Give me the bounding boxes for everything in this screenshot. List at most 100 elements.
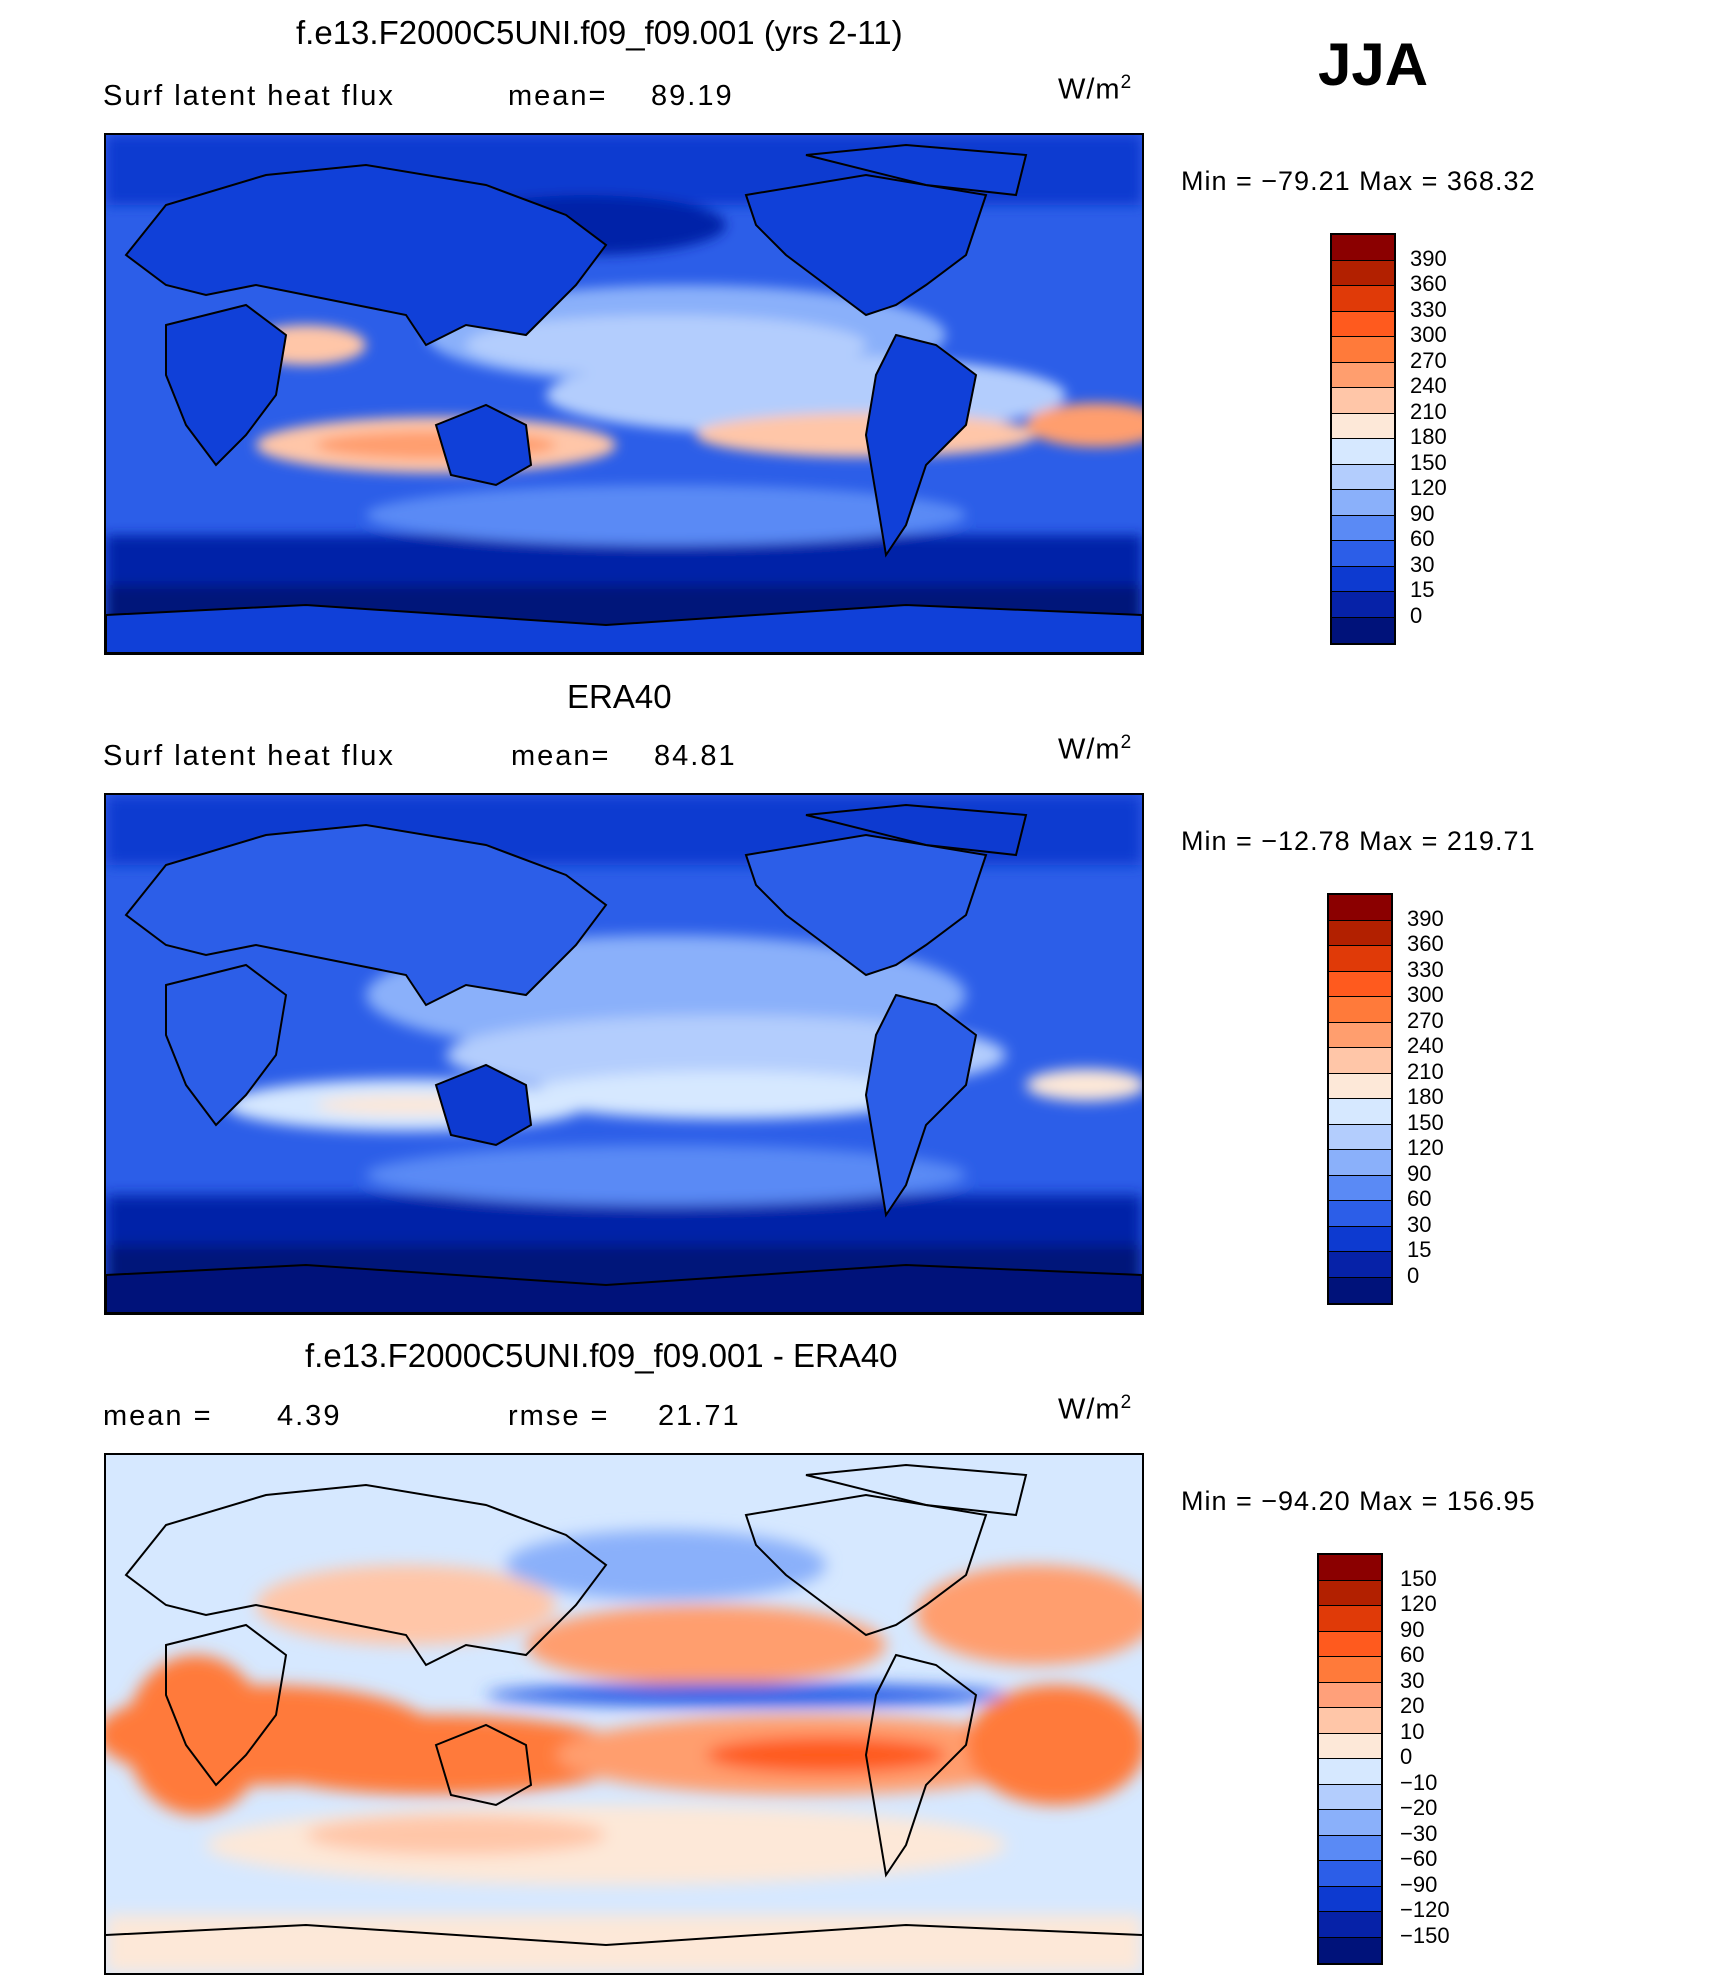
- colorbar-swatch: [1319, 1733, 1381, 1759]
- panel-3-colorbar: [1317, 1553, 1383, 1965]
- colorbar-tick-label: 150: [1400, 1565, 1437, 1591]
- colorbar-swatch: [1329, 1226, 1391, 1252]
- colorbar-swatch: [1329, 1252, 1391, 1278]
- colorbar-swatch: [1332, 235, 1394, 261]
- colorbar-swatch: [1329, 895, 1391, 921]
- panel-2-title: ERA40: [567, 678, 672, 715]
- colorbar-swatch: [1319, 1784, 1381, 1810]
- colorbar-swatch: [1329, 920, 1391, 946]
- panel-3-minmax: Min = −94.20 Max = 156.95: [1181, 1486, 1536, 1516]
- colorbar-swatch: [1329, 1022, 1391, 1048]
- colorbar-tick-label: 120: [1407, 1135, 1444, 1160]
- colorbar-tick-label: 20: [1400, 1693, 1425, 1718]
- panel-1-map: [104, 133, 1144, 655]
- panel-2-minmax: Min = −12.78 Max = 219.71: [1181, 826, 1536, 856]
- colorbar-swatch: [1332, 617, 1394, 643]
- colorbar-tick-label: 120: [1400, 1591, 1437, 1616]
- panel-2-colorbar: [1327, 893, 1393, 1305]
- panel-1-mean-label: mean=: [508, 80, 608, 112]
- colorbar-swatch: [1332, 439, 1394, 465]
- colorbar-swatch: [1332, 490, 1394, 516]
- colorbar-swatch: [1329, 1048, 1391, 1074]
- colorbar-tick-label: 90: [1400, 1616, 1425, 1642]
- colorbar-swatch: [1329, 1073, 1391, 1099]
- colorbar-swatch: [1319, 1937, 1381, 1963]
- colorbar-swatch: [1332, 541, 1394, 567]
- colorbar-tick-label: 210: [1410, 398, 1447, 424]
- colorbar-swatch: [1319, 1759, 1381, 1785]
- colorbar-tick-label: 0: [1407, 1262, 1420, 1288]
- colorbar-tick-label: 60: [1400, 1642, 1425, 1667]
- colorbar-swatch: [1329, 1150, 1391, 1176]
- colorbar-swatch: [1319, 1606, 1381, 1632]
- colorbar-swatch: [1332, 388, 1394, 414]
- colorbar-tick-label: 10: [1400, 1718, 1425, 1744]
- panel-2-mean-value: 84.81: [654, 740, 737, 772]
- colorbar-swatch: [1329, 997, 1391, 1023]
- colorbar-tick-label: 300: [1410, 322, 1447, 347]
- colorbar-tick-label: 330: [1407, 956, 1444, 982]
- colorbar-swatch: [1332, 515, 1394, 541]
- colorbar-swatch: [1319, 1810, 1381, 1836]
- panel-3-mean-label: mean =: [103, 1400, 213, 1432]
- colorbar-tick-label: 270: [1407, 1007, 1444, 1033]
- colorbar-swatch: [1332, 311, 1394, 337]
- colorbar-tick-label: 390: [1407, 905, 1444, 931]
- panel-2-map: [104, 793, 1144, 1315]
- colorbar-swatch: [1319, 1682, 1381, 1708]
- colorbar-swatch: [1319, 1580, 1381, 1606]
- colorbar-tick-label: 90: [1407, 1160, 1432, 1186]
- panel-1-minmax: Min = −79.21 Max = 368.32: [1181, 166, 1536, 196]
- colorbar-tick-label: 180: [1410, 424, 1447, 449]
- colorbar-swatch: [1319, 1912, 1381, 1938]
- colorbar-swatch: [1319, 1555, 1381, 1581]
- colorbar-tick-label: 150: [1407, 1109, 1444, 1135]
- panel-1-units: W/m2: [1058, 72, 1133, 106]
- panel-1-mean-value: 89.19: [651, 80, 734, 112]
- colorbar-tick-label: 30: [1407, 1211, 1432, 1237]
- colorbar-swatch: [1329, 1099, 1391, 1125]
- colorbar-tick-label: 30: [1400, 1667, 1425, 1693]
- colorbar-swatch: [1319, 1631, 1381, 1657]
- colorbar-tick-label: −150: [1400, 1922, 1450, 1948]
- colorbar-tick-label: −20: [1400, 1795, 1438, 1820]
- colorbar-swatch: [1329, 946, 1391, 972]
- colorbar-swatch: [1319, 1861, 1381, 1887]
- colorbar-swatch: [1319, 1886, 1381, 1912]
- colorbar-tick-label: 390: [1410, 245, 1447, 271]
- colorbar-tick-label: −10: [1400, 1769, 1438, 1795]
- panel-3-units: W/m2: [1058, 1392, 1133, 1426]
- colorbar-swatch: [1329, 971, 1391, 997]
- colorbar-swatch: [1319, 1657, 1381, 1683]
- colorbar-swatch: [1332, 566, 1394, 592]
- colorbar-tick-label: 150: [1410, 449, 1447, 475]
- colorbar-swatch: [1332, 413, 1394, 439]
- colorbar-tick-label: 240: [1410, 373, 1447, 398]
- colorbar-tick-label: 270: [1410, 347, 1447, 373]
- colorbar-tick-label: −90: [1400, 1871, 1438, 1897]
- colorbar-tick-label: 180: [1407, 1084, 1444, 1109]
- colorbar-tick-label: 90: [1410, 500, 1435, 526]
- panel-3-rmse-value: 21.71: [658, 1400, 741, 1432]
- colorbar-tick-label: 0: [1400, 1744, 1413, 1769]
- colorbar-swatch: [1332, 337, 1394, 363]
- colorbar-swatch: [1332, 260, 1394, 286]
- panel-2-variable-label: Surf latent heat flux: [103, 740, 395, 772]
- panel-1-colorbar: [1330, 233, 1396, 645]
- colorbar-tick-label: 210: [1407, 1058, 1444, 1084]
- colorbar-tick-label: −120: [1400, 1897, 1450, 1922]
- colorbar-tick-label: 15: [1407, 1237, 1432, 1262]
- colorbar-swatch: [1332, 362, 1394, 388]
- colorbar-tick-label: 60: [1410, 526, 1435, 551]
- panel-2-units: W/m2: [1058, 732, 1133, 766]
- colorbar-swatch: [1329, 1124, 1391, 1150]
- colorbar-tick-label: −30: [1400, 1820, 1438, 1846]
- panel-3-title: f.e13.F2000C5UNI.f09_f09.001 - ERA40: [305, 1337, 898, 1374]
- colorbar-tick-label: 15: [1410, 577, 1435, 602]
- colorbar-swatch: [1332, 464, 1394, 490]
- panel-1-title: f.e13.F2000C5UNI.f09_f09.001 (yrs 2-11): [296, 14, 903, 51]
- colorbar-swatch: [1319, 1835, 1381, 1861]
- colorbar-swatch: [1332, 286, 1394, 312]
- panel-3-map: [104, 1453, 1144, 1975]
- panel-1-variable-label: Surf latent heat flux: [103, 80, 395, 112]
